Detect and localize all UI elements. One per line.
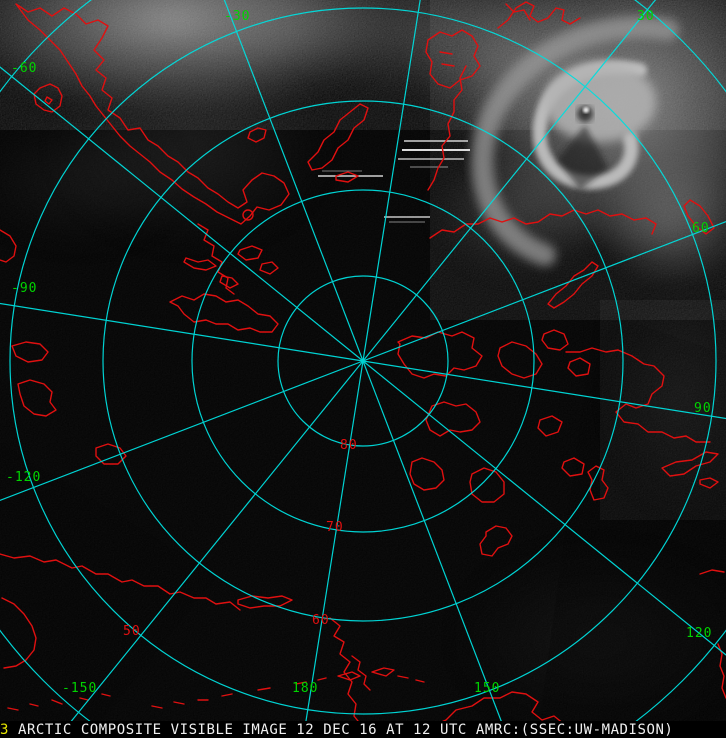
longitude-label: -90 [11,281,38,296]
longitude-label: -150 [62,681,98,696]
longitude-label: 60 [692,221,710,236]
latitude-circle-80 [277,275,449,447]
coastline-severnaya-zemlya [541,329,591,377]
latitude-circle-60 [102,100,624,622]
latitude-label: 50 [123,624,141,639]
longitude-label: -120 [6,470,42,485]
meridian-line-0 [362,0,421,362]
latitude-circle-50 [9,7,717,715]
longitude-label: -60 [11,61,38,76]
coastline-ne-greenland [197,223,279,295]
coastline-taymyr [565,347,719,489]
caption-channel-number: 3 [0,721,9,738]
coastline-svalbard [247,103,369,183]
meridian-line-150 [362,360,509,738]
coastline-iceland [425,29,481,89]
coastline-left-islands [0,229,127,465]
caption-spacer [9,723,18,737]
meridian-line--120 [0,360,364,501]
coastline-islet [242,209,254,221]
coastline-siberia [0,553,293,611]
coastline-right-edge [699,569,726,699]
longitude-label: 150 [474,681,501,696]
coastline-canadian-archipelago [397,331,609,557]
coastline-island [33,83,63,113]
meridian-line-60 [362,221,726,362]
meridian-line-180 [302,360,364,738]
meridian-line--90 [0,302,364,362]
latitude-label: 80 [340,438,358,453]
meridian-line--30 [223,0,364,362]
caption-bar: 3 ARCTIC COMPOSITE VISIBLE IMAGE 12 DEC … [0,721,726,738]
meridian-line-30 [362,0,657,362]
latitude-label: 60 [312,613,330,628]
longitude-label: 90 [694,401,712,416]
longitude-label: 30 [637,9,655,24]
longitude-label: 120 [686,626,713,641]
coastline-island-chains [7,667,425,711]
meridian-line-90 [362,360,726,420]
storm-swirl [471,16,679,266]
caption-text: ARCTIC COMPOSITE VISIBLE IMAGE 12 DEC 16… [17,721,674,738]
coastline-scandinavia [427,1,715,239]
latitude-circle-70 [191,189,535,533]
coastline-greenland [15,3,290,225]
coastline-novaya-zemlya [547,261,599,309]
longitude-label: 180 [292,681,319,696]
meridian-line--60 [0,66,364,362]
coastline-ellesmere [169,257,279,333]
artifact-streaks [318,140,470,223]
longitude-label: -30 [224,9,251,24]
coastline-kamchatka [1,597,37,669]
latitude-label: 70 [326,520,344,535]
